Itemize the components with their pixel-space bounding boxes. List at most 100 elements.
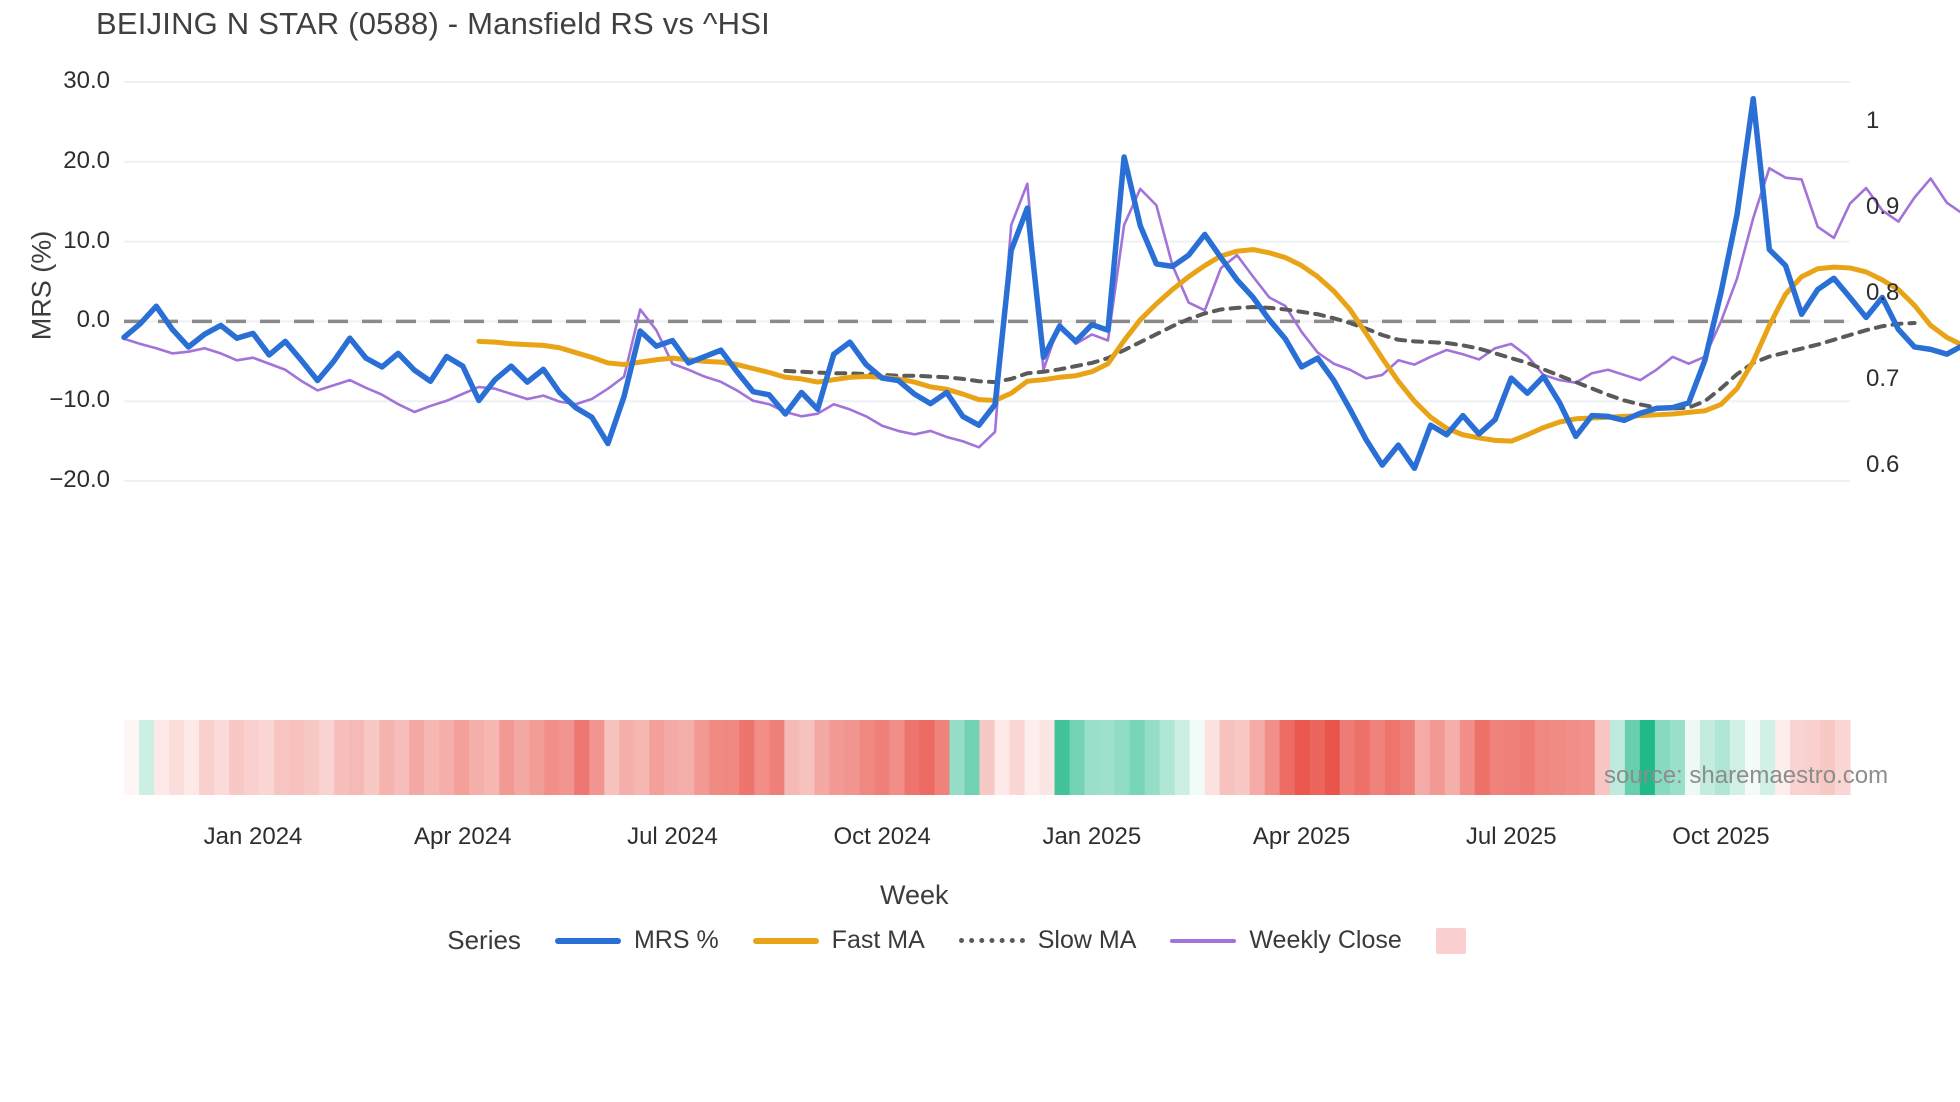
x-tick: Oct 2025 bbox=[1672, 823, 1770, 850]
heat-cell bbox=[394, 720, 410, 795]
heat-cell bbox=[319, 720, 335, 795]
legend-dotted-line-icon bbox=[958, 938, 1025, 943]
heat-cell bbox=[1804, 720, 1821, 795]
y-tick-right: 0.8 bbox=[1866, 278, 1900, 306]
y-tick-right: 0.9 bbox=[1866, 192, 1900, 220]
heat-cell bbox=[1324, 720, 1341, 795]
heat-cell bbox=[154, 720, 170, 795]
heat-cell bbox=[1594, 720, 1611, 795]
heat-cell bbox=[1534, 720, 1551, 795]
heat-cell bbox=[814, 720, 831, 795]
heat-cell bbox=[334, 720, 350, 795]
heat-cell bbox=[1039, 720, 1056, 795]
heat-cell bbox=[1369, 720, 1386, 795]
heat-cell bbox=[259, 720, 275, 795]
heat-cell bbox=[1744, 720, 1761, 795]
heat-cell bbox=[1774, 720, 1791, 795]
heat-cell bbox=[1414, 720, 1431, 795]
legend-item-mrs-[interactable]: MRS % bbox=[554, 926, 719, 955]
heat-cell bbox=[1204, 720, 1221, 795]
legend-heat-swatch-icon bbox=[1435, 927, 1466, 954]
heat-cell bbox=[304, 720, 320, 795]
heat-cell bbox=[229, 720, 245, 795]
y-tick-left: 10.0 bbox=[63, 226, 110, 254]
heat-cell bbox=[754, 720, 770, 795]
heat-cell bbox=[1459, 720, 1476, 795]
heat-cell bbox=[484, 720, 500, 795]
legend-item-heat-swatch[interactable] bbox=[1435, 927, 1479, 954]
heat-cell bbox=[589, 720, 605, 795]
heat-cell bbox=[214, 720, 230, 795]
legend-title: Series bbox=[447, 925, 521, 955]
y-tick-left: −10.0 bbox=[49, 386, 110, 414]
heat-cell bbox=[409, 720, 425, 795]
legend-item-weekly-close[interactable]: Weekly Close bbox=[1170, 926, 1402, 955]
heat-cell bbox=[979, 720, 996, 795]
heat-cell bbox=[1159, 720, 1176, 795]
heat-cell bbox=[1834, 720, 1851, 795]
heat-cell bbox=[649, 720, 665, 795]
x-tick: Jul 2025 bbox=[1465, 823, 1557, 850]
heat-cell bbox=[274, 720, 290, 795]
series-line-mrs- bbox=[121, 95, 1960, 472]
heat-cell bbox=[1384, 720, 1401, 795]
legend-item-label: Weekly Close bbox=[1249, 926, 1402, 954]
heat-cell bbox=[859, 720, 876, 795]
legend-line-icon bbox=[1170, 938, 1237, 943]
x-tick: Apr 2024 bbox=[414, 823, 512, 850]
heat-cell bbox=[559, 720, 575, 795]
heat-cell bbox=[1054, 720, 1071, 795]
heat-cell bbox=[1549, 720, 1566, 795]
heat-cell bbox=[739, 720, 755, 795]
heat-cell bbox=[1354, 720, 1371, 795]
y-axis-left-label: MRS (%) bbox=[26, 230, 57, 341]
heat-cell bbox=[1654, 720, 1671, 795]
y-tick-left: 0.0 bbox=[76, 306, 110, 334]
heat-cell bbox=[1684, 720, 1701, 795]
heat-cell bbox=[499, 720, 515, 795]
heat-cell bbox=[454, 720, 470, 795]
y-tick-right: 0.7 bbox=[1866, 365, 1900, 393]
heat-cell bbox=[1429, 720, 1446, 795]
heat-cell bbox=[1279, 720, 1296, 795]
heat-cell bbox=[1714, 720, 1731, 795]
legend-item-fast-ma[interactable]: Fast MA bbox=[752, 926, 925, 955]
y-tick-right: 0.6 bbox=[1866, 451, 1900, 479]
heat-cell bbox=[1234, 720, 1251, 795]
heat-cell bbox=[1114, 720, 1131, 795]
heat-cell bbox=[1144, 720, 1161, 795]
heat-cell bbox=[1489, 720, 1506, 795]
heat-cell bbox=[724, 720, 740, 795]
heat-cell bbox=[1189, 720, 1206, 795]
legend-item-slow-ma[interactable]: Slow MA bbox=[958, 926, 1136, 955]
heat-cell bbox=[1609, 720, 1626, 795]
heat-cell bbox=[1069, 720, 1086, 795]
heat-cell bbox=[379, 720, 395, 795]
heat-cell bbox=[844, 720, 861, 795]
legend-item-label: Fast MA bbox=[831, 926, 925, 954]
heat-cell bbox=[424, 720, 440, 795]
x-axis-label: Week bbox=[880, 880, 949, 910]
series-line-slow-ma bbox=[783, 305, 1917, 411]
x-tick: Apr 2025 bbox=[1252, 823, 1351, 850]
x-tick: Jan 2024 bbox=[203, 823, 303, 850]
heat-cell bbox=[874, 720, 891, 795]
heat-cell bbox=[1474, 720, 1491, 795]
heat-cell bbox=[1519, 720, 1536, 795]
heat-cell bbox=[784, 720, 800, 795]
legend-line-icon bbox=[752, 937, 819, 944]
heat-cell bbox=[994, 720, 1011, 795]
heat-cell bbox=[694, 720, 710, 795]
heat-cell bbox=[1099, 720, 1116, 795]
heat-cell bbox=[544, 720, 560, 795]
x-tick: Jan 2025 bbox=[1042, 823, 1142, 850]
y-tick-left: 20.0 bbox=[63, 146, 110, 174]
heat-cell bbox=[529, 720, 545, 795]
heat-cell bbox=[349, 720, 365, 795]
heat-cell bbox=[934, 720, 951, 795]
heat-cell bbox=[184, 720, 200, 795]
source-attribution: source: sharemaestro.com bbox=[1604, 762, 1889, 789]
heat-cell bbox=[1009, 720, 1026, 795]
